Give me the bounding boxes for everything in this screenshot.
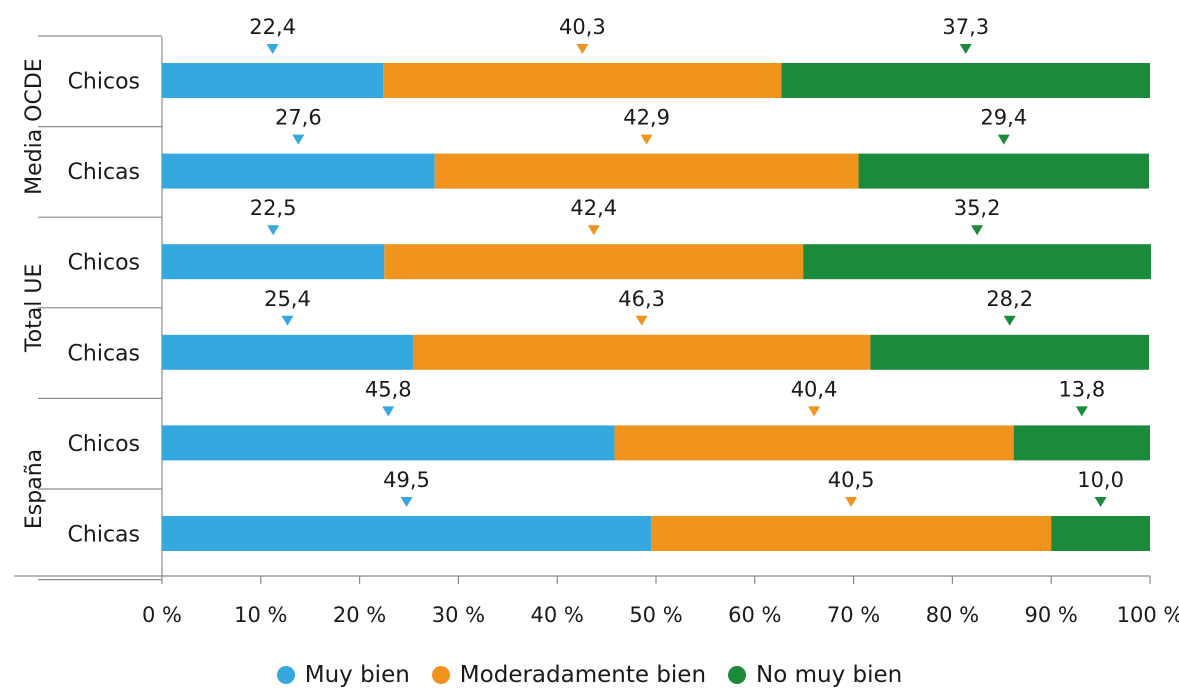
marker-no-muy-bien <box>971 225 984 236</box>
marker-muy-bien <box>281 315 294 326</box>
x-tick-label: 20 % <box>333 603 386 627</box>
legend-item-no-muy-bien: No muy bien <box>728 662 902 688</box>
row-label-chicas: Chicas <box>68 160 140 185</box>
row-label-chicos: Chicos <box>68 70 140 95</box>
legend-label-moderadamente-bien: Moderadamente bien <box>459 662 707 688</box>
data-label-moderadamente-bien: 40,3 <box>559 15 606 39</box>
legend-item-muy-bien: Muy bien <box>276 662 410 688</box>
marker-muy-bien <box>266 44 279 54</box>
bar-muy-bien <box>162 334 413 370</box>
marker-muy-bien <box>267 225 280 236</box>
marker-muy-bien <box>400 497 413 507</box>
marker-moderadamente-bien <box>576 44 589 54</box>
x-tick-label: 90 % <box>1025 603 1078 627</box>
legend-marker-muy-bien <box>276 666 295 684</box>
data-label-muy-bien: 45,8 <box>365 377 412 401</box>
x-tick-label: 10 % <box>234 603 287 627</box>
marker-moderadamente-bien <box>635 315 648 326</box>
legend-label-no-muy-bien: No muy bien <box>756 662 903 688</box>
bar-moderadamente-bien <box>384 244 804 280</box>
group-label-media-ocde: Media OCDE <box>22 58 47 195</box>
marker-moderadamente-bien <box>587 225 600 236</box>
bar-no-muy-bien <box>803 244 1151 280</box>
marker-moderadamente-bien <box>845 497 858 507</box>
x-tick-label: 70 % <box>827 603 880 627</box>
legend-marker-moderadamente-bien <box>431 666 450 684</box>
group-label-total-ue: Total UE <box>22 264 47 353</box>
data-label-no-muy-bien: 35,2 <box>954 196 1001 220</box>
bar-no-muy-bien <box>781 63 1150 98</box>
data-label-moderadamente-bien: 42,9 <box>623 106 670 130</box>
marker-muy-bien <box>292 134 305 145</box>
legend: Muy bien Moderadamente bien No muy bien <box>0 662 1179 688</box>
bar-moderadamente-bien <box>383 63 782 98</box>
data-label-muy-bien: 22,5 <box>250 196 297 220</box>
bar-no-muy-bien <box>1051 516 1150 551</box>
bar-muy-bien <box>162 516 652 551</box>
x-tick-label: 40 % <box>531 603 584 627</box>
group-label-espana: España <box>22 449 47 529</box>
legend-marker-no-muy-bien <box>728 666 747 684</box>
x-tick-label: 60 % <box>728 603 781 627</box>
bar-moderadamente-bien <box>434 153 859 189</box>
x-tick-label: 80 % <box>926 603 979 627</box>
marker-no-muy-bien <box>1075 406 1088 417</box>
row-label-chicas: Chicas <box>68 341 140 366</box>
data-label-muy-bien: 22,4 <box>249 15 296 39</box>
x-tick-label: 0 % <box>142 603 182 627</box>
row-label-chicas: Chicas <box>68 523 140 548</box>
marker-moderadamente-bien <box>808 406 821 417</box>
bar-moderadamente-bien <box>412 334 871 370</box>
data-label-muy-bien: 49,5 <box>383 468 430 492</box>
bar-muy-bien <box>162 63 384 98</box>
data-label-no-muy-bien: 28,2 <box>986 287 1033 311</box>
data-label-moderadamente-bien: 46,3 <box>618 287 665 311</box>
data-label-muy-bien: 27,6 <box>275 106 322 130</box>
legend-item-moderadamente-bien: Moderadamente bien <box>431 662 707 688</box>
bar-muy-bien <box>162 244 385 280</box>
data-label-moderadamente-bien: 42,4 <box>570 196 617 220</box>
bar-moderadamente-bien <box>651 516 1052 551</box>
row-label-chicos: Chicos <box>68 432 140 457</box>
bar-no-muy-bien <box>1013 425 1150 461</box>
data-label-muy-bien: 25,4 <box>264 287 311 311</box>
x-tick-label: 50 % <box>629 603 682 627</box>
legend-label-muy-bien: Muy bien <box>304 662 410 688</box>
data-label-moderadamente-bien: 40,4 <box>791 377 838 401</box>
row-label-chicos: Chicos <box>68 251 140 276</box>
data-label-moderadamente-bien: 40,5 <box>828 468 875 492</box>
marker-muy-bien <box>382 406 395 417</box>
bar-moderadamente-bien <box>614 425 1014 461</box>
bar-no-muy-bien <box>858 153 1150 189</box>
x-tick-label: 30 % <box>432 603 485 627</box>
marker-no-muy-bien <box>997 134 1010 145</box>
marker-no-muy-bien <box>1094 497 1107 507</box>
data-label-no-muy-bien: 29,4 <box>980 106 1027 130</box>
data-label-no-muy-bien: 10,0 <box>1077 468 1124 492</box>
bar-muy-bien <box>162 425 615 461</box>
marker-moderadamente-bien <box>640 134 653 145</box>
marker-no-muy-bien <box>1003 315 1016 326</box>
data-label-no-muy-bien: 37,3 <box>942 15 989 39</box>
marker-no-muy-bien <box>959 44 972 54</box>
bar-muy-bien <box>162 153 435 189</box>
data-label-no-muy-bien: 13,8 <box>1058 377 1105 401</box>
x-tick-label: 100 % <box>1117 603 1179 627</box>
bar-no-muy-bien <box>870 334 1150 370</box>
